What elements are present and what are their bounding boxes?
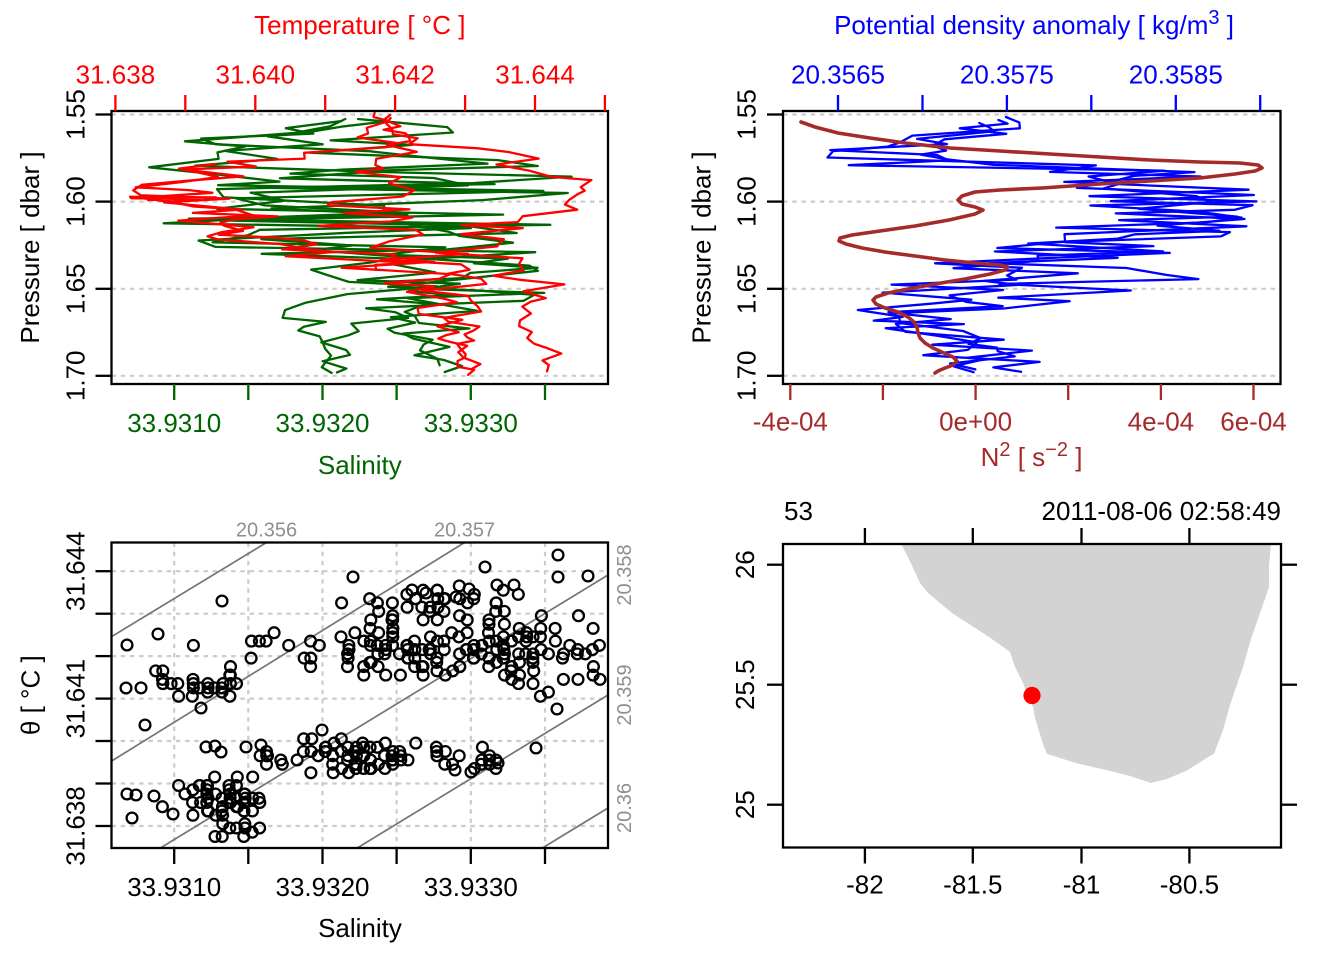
svg-text:33.9320: 33.9320: [276, 408, 370, 438]
svg-text:1.55: 1.55: [732, 89, 762, 140]
svg-text:20.357: 20.357: [434, 520, 495, 542]
svg-text:20.36: 20.36: [614, 783, 636, 833]
svg-text:Temperature [ °C ]: Temperature [ °C ]: [254, 10, 465, 40]
svg-text:1.70: 1.70: [61, 350, 91, 401]
svg-text:Potential density anomaly [ kg: Potential density anomaly [ kg/m3 ]: [834, 7, 1234, 40]
svg-text:-82: -82: [846, 869, 884, 899]
svg-text:1.65: 1.65: [61, 263, 91, 314]
svg-text:20.3565: 20.3565: [791, 60, 885, 90]
svg-text:4e-04: 4e-04: [1128, 407, 1195, 437]
svg-text:6e-04: 6e-04: [1220, 407, 1287, 437]
svg-text:-80.5: -80.5: [1160, 869, 1219, 899]
svg-text:31.638: 31.638: [61, 786, 91, 866]
svg-text:-4e-04: -4e-04: [753, 407, 828, 437]
svg-text:1.60: 1.60: [61, 176, 91, 227]
svg-text:1.60: 1.60: [732, 176, 762, 227]
svg-text:Salinity: Salinity: [318, 450, 402, 480]
svg-text:31.644: 31.644: [61, 531, 91, 611]
svg-text:20.3585: 20.3585: [1129, 60, 1223, 90]
svg-text:31.641: 31.641: [61, 659, 91, 739]
svg-text:20.356: 20.356: [236, 520, 297, 542]
svg-text:31.642: 31.642: [355, 60, 435, 90]
svg-text:25: 25: [730, 790, 760, 819]
svg-text:33.9310: 33.9310: [127, 872, 221, 902]
svg-text:26: 26: [730, 550, 760, 579]
svg-text:31.638: 31.638: [76, 60, 156, 90]
svg-text:31.644: 31.644: [495, 60, 575, 90]
svg-text:33.9320: 33.9320: [276, 872, 370, 902]
svg-text:33.9310: 33.9310: [127, 408, 221, 438]
svg-text:0e+00: 0e+00: [939, 407, 1012, 437]
svg-text:25.5: 25.5: [730, 659, 760, 710]
svg-text:-81.5: -81.5: [943, 869, 1002, 899]
svg-text:33.9330: 33.9330: [424, 408, 518, 438]
svg-text:1.65: 1.65: [732, 263, 762, 314]
svg-text:33.9330: 33.9330: [424, 872, 518, 902]
svg-text:Salinity: Salinity: [318, 913, 402, 943]
svg-text:1.55: 1.55: [61, 89, 91, 140]
svg-text:2011-08-06 02:58:49: 2011-08-06 02:58:49: [1042, 496, 1282, 526]
svg-text:θ [ °C ]: θ [ °C ]: [16, 655, 46, 735]
svg-text:53: 53: [784, 496, 813, 526]
svg-text:20.3575: 20.3575: [960, 60, 1054, 90]
svg-text:N2 [ s−2 ]: N2 [ s−2 ]: [981, 439, 1083, 472]
svg-text:Pressure [ dbar ]: Pressure [ dbar ]: [687, 151, 717, 343]
svg-text:-81: -81: [1063, 869, 1101, 899]
svg-text:20.358: 20.358: [614, 544, 636, 605]
svg-text:31.640: 31.640: [216, 60, 296, 90]
svg-text:Pressure [ dbar ]: Pressure [ dbar ]: [15, 151, 45, 343]
svg-text:1.70: 1.70: [732, 350, 762, 401]
svg-text:20.359: 20.359: [614, 664, 636, 725]
